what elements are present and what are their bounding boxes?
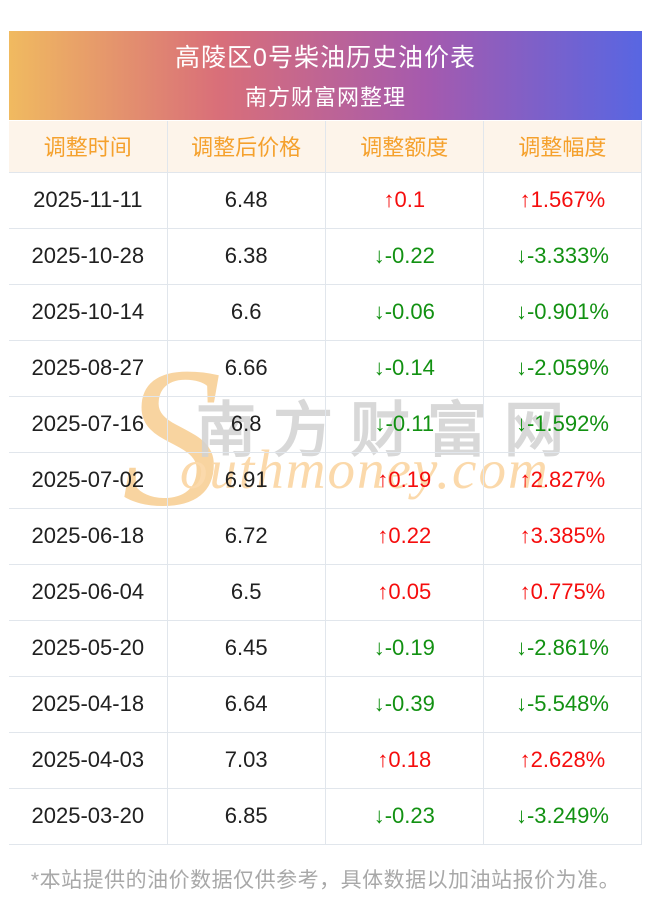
- cell-change: ↓-0.06: [325, 284, 484, 341]
- table-row: 2025-07-16 6.8 ↓-0.11 ↓-1.592%: [9, 396, 643, 453]
- price-table-wrapper: 调整时间 调整后价格 调整额度 调整幅度 2025-11-11 6.48 ↑0.…: [9, 121, 643, 845]
- cell-percent: ↑2.628%: [483, 732, 643, 789]
- cell-price: 6.48: [167, 172, 326, 229]
- cell-date: 2025-10-14: [9, 284, 168, 341]
- cell-change: ↑0.18: [325, 732, 484, 789]
- cell-percent: ↓-0.901%: [483, 284, 643, 341]
- cell-change: ↑0.05: [325, 564, 484, 621]
- cell-change: ↓-0.11: [325, 396, 484, 453]
- cell-percent: ↑2.827%: [483, 452, 643, 509]
- cell-date: 2025-06-04: [9, 564, 168, 621]
- column-header-percent: 调整幅度: [483, 121, 643, 173]
- cell-price: 6.72: [167, 508, 326, 565]
- table-row: 2025-07-02 6.91 ↑0.19 ↑2.827%: [9, 452, 643, 509]
- table-row: 2025-05-20 6.45 ↓-0.19 ↓-2.861%: [9, 620, 643, 677]
- cell-percent: ↑0.775%: [483, 564, 643, 621]
- cell-percent: ↓-5.548%: [483, 676, 643, 733]
- cell-price: 7.03: [167, 732, 326, 789]
- cell-price: 6.6: [167, 284, 326, 341]
- cell-percent: ↓-3.249%: [483, 788, 643, 845]
- page-title: 高陵区0号柴油历史油价表: [175, 44, 476, 72]
- cell-percent: ↑1.567%: [483, 172, 643, 229]
- cell-date: 2025-04-03: [9, 732, 168, 789]
- table-row: 2025-03-20 6.85 ↓-0.23 ↓-3.249%: [9, 788, 643, 845]
- price-table-body: 2025-11-11 6.48 ↑0.1 ↑1.567% 2025-10-28 …: [9, 172, 643, 845]
- disclaimer-note: *本站提供的油价数据仅供参考，具体数据以加油站报价为准。: [30, 868, 621, 892]
- table-row: 2025-06-18 6.72 ↑0.22 ↑3.385%: [9, 508, 643, 565]
- table-row: 2025-10-28 6.38 ↓-0.22 ↓-3.333%: [9, 228, 643, 285]
- cell-change: ↓-0.14: [325, 340, 484, 397]
- table-row: 2025-08-27 6.66 ↓-0.14 ↓-2.059%: [9, 340, 643, 397]
- cell-price: 6.85: [167, 788, 326, 845]
- cell-change: ↑0.22: [325, 508, 484, 565]
- cell-percent: ↓-2.861%: [483, 620, 643, 677]
- cell-change: ↓-0.39: [325, 676, 484, 733]
- cell-date: 2025-06-18: [9, 508, 168, 565]
- cell-date: 2025-11-11: [9, 172, 168, 229]
- table-row: 2025-06-04 6.5 ↑0.05 ↑0.775%: [9, 564, 643, 621]
- cell-date: 2025-05-20: [9, 620, 168, 677]
- title-banner: 高陵区0号柴油历史油价表 南方财富网整理: [9, 31, 642, 120]
- cell-date: 2025-08-27: [9, 340, 168, 397]
- cell-change: ↓-0.19: [325, 620, 484, 677]
- cell-percent: ↓-2.059%: [483, 340, 643, 397]
- cell-price: 6.45: [167, 620, 326, 677]
- cell-change: ↑0.19: [325, 452, 484, 509]
- cell-percent: ↓-1.592%: [483, 396, 643, 453]
- cell-price: 6.91: [167, 452, 326, 509]
- column-header-price: 调整后价格: [167, 121, 326, 173]
- price-history-table: 调整时间 调整后价格 调整额度 调整幅度 2025-11-11 6.48 ↑0.…: [9, 121, 643, 845]
- cell-date: 2025-07-02: [9, 452, 168, 509]
- cell-change: ↓-0.22: [325, 228, 484, 285]
- column-header-time: 调整时间: [9, 121, 168, 173]
- cell-price: 6.66: [167, 340, 326, 397]
- table-row: 2025-04-03 7.03 ↑0.18 ↑2.628%: [9, 732, 643, 789]
- table-header-row: 调整时间 调整后价格 调整额度 调整幅度: [9, 121, 643, 173]
- cell-change: ↑0.1: [325, 172, 484, 229]
- cell-price: 6.5: [167, 564, 326, 621]
- cell-price: 6.8: [167, 396, 326, 453]
- cell-price: 6.64: [167, 676, 326, 733]
- page-subtitle: 南方财富网整理: [244, 85, 406, 110]
- table-row: 2025-11-11 6.48 ↑0.1 ↑1.567%: [9, 172, 643, 229]
- cell-change: ↓-0.23: [325, 788, 484, 845]
- cell-percent: ↑3.385%: [483, 508, 643, 565]
- cell-date: 2025-07-16: [9, 396, 168, 453]
- cell-price: 6.38: [167, 228, 326, 285]
- column-header-change: 调整额度: [325, 121, 484, 173]
- cell-date: 2025-10-28: [9, 228, 168, 285]
- cell-percent: ↓-3.333%: [483, 228, 643, 285]
- cell-date: 2025-03-20: [9, 788, 168, 845]
- table-row: 2025-10-14 6.6 ↓-0.06 ↓-0.901%: [9, 284, 643, 341]
- cell-date: 2025-04-18: [9, 676, 168, 733]
- table-row: 2025-04-18 6.64 ↓-0.39 ↓-5.548%: [9, 676, 643, 733]
